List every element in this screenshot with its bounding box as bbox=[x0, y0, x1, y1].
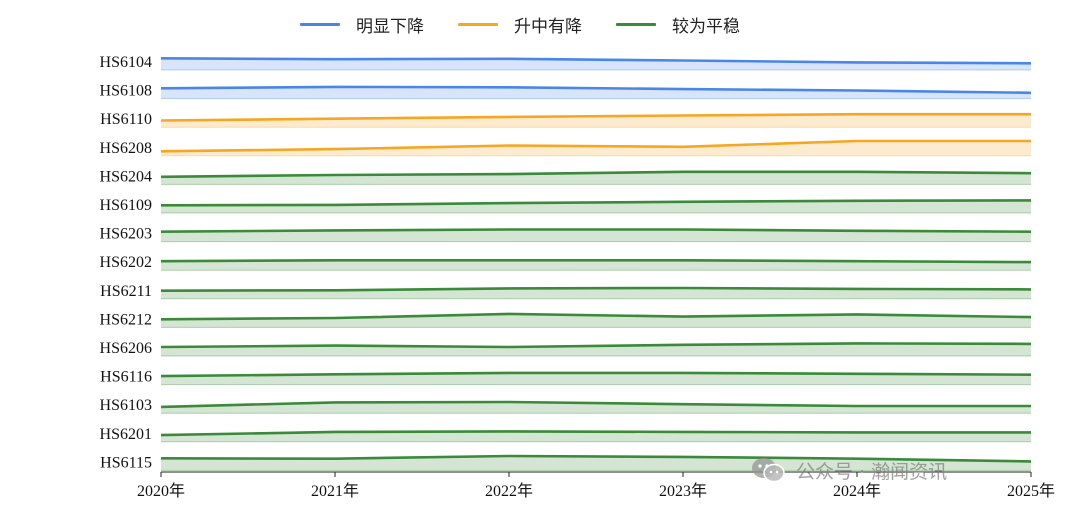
ridge-area bbox=[161, 141, 1031, 156]
chart-legend: 明显下降 升中有降 较为平稳 bbox=[300, 10, 774, 38]
ridge-area bbox=[161, 431, 1031, 442]
ridge-area bbox=[161, 456, 1031, 471]
ridge-line bbox=[160, 85, 1032, 95]
ridge-hs6109: HS6109 bbox=[100, 197, 1032, 214]
ridge-line bbox=[160, 199, 1032, 207]
ridge-hs6203: HS6203 bbox=[100, 226, 1032, 243]
watermark-text: 公众号 · 瀚闻资讯 bbox=[796, 460, 948, 483]
ridge-line bbox=[160, 170, 1032, 179]
legend-item-rise-fall: 升中有降 bbox=[458, 12, 582, 37]
row-label: HS6115 bbox=[100, 454, 152, 471]
row-label: HS6203 bbox=[100, 226, 152, 243]
legend-swatch-stable bbox=[616, 22, 656, 26]
ridge-line bbox=[160, 430, 1031, 437]
x-tick-label: 2023年 bbox=[659, 482, 707, 500]
ridge-area bbox=[161, 372, 1031, 385]
row-label: HS6109 bbox=[100, 197, 152, 214]
ridge-hs6208: HS6208 bbox=[100, 139, 1031, 157]
x-tick-label: 2022年 bbox=[485, 482, 533, 500]
ridge-area bbox=[161, 114, 1031, 128]
ridge-hs6103: HS6103 bbox=[100, 397, 1031, 414]
ridge-area bbox=[161, 229, 1031, 242]
x-tick-label: 2020年 bbox=[137, 482, 185, 500]
ridge-hs6202: HS6202 bbox=[100, 254, 1032, 271]
legend-item-stable: 较为平稳 bbox=[616, 12, 740, 37]
ridge-area bbox=[161, 260, 1031, 271]
ridge-hs6212: HS6212 bbox=[100, 311, 1032, 328]
ridge-line bbox=[160, 286, 1032, 292]
legend-label-rise-fall: 升中有降 bbox=[514, 16, 582, 37]
ridge-area bbox=[161, 86, 1031, 99]
ridge-line bbox=[160, 371, 1032, 378]
row-label: HS6103 bbox=[100, 397, 152, 414]
row-label: HS6204 bbox=[100, 168, 152, 185]
legend-swatch-decline bbox=[300, 22, 340, 26]
ridge-line bbox=[160, 139, 1031, 153]
ridge-hs6110: HS6110 bbox=[100, 111, 1031, 128]
ridge-hs6206: HS6206 bbox=[100, 340, 1032, 357]
x-tick-label: 2025年 bbox=[1007, 482, 1055, 500]
ridge-area bbox=[161, 402, 1031, 414]
ridge-area bbox=[161, 200, 1031, 213]
ridge-line bbox=[160, 112, 1031, 122]
ridge-hs6201: HS6201 bbox=[100, 426, 1031, 443]
ridge-hs6108: HS6108 bbox=[100, 83, 1032, 100]
legend-label-stable: 较为平稳 bbox=[672, 16, 740, 37]
ridge-line bbox=[160, 400, 1031, 409]
ridge-hs6116: HS6116 bbox=[100, 369, 1032, 386]
x-tick-label: 2024年 bbox=[833, 482, 881, 500]
ridge-line bbox=[160, 454, 1032, 463]
ridge-hs6104: HS6104 bbox=[100, 54, 1032, 71]
wechat-icon bbox=[752, 458, 785, 483]
ridge-hs6115: HS6115 bbox=[100, 454, 1032, 471]
row-label: HS6116 bbox=[100, 369, 152, 386]
row-label: HS6104 bbox=[100, 54, 152, 71]
row-label: HS6108 bbox=[100, 83, 152, 100]
ridge-line bbox=[160, 312, 1032, 321]
row-label: HS6110 bbox=[100, 111, 152, 128]
ridge-line bbox=[160, 259, 1032, 264]
ridge-hs6204: HS6204 bbox=[100, 168, 1032, 185]
watermark: 公众号 · 瀚闻资讯 bbox=[750, 456, 947, 484]
row-label: HS6206 bbox=[100, 340, 152, 357]
ridge-area bbox=[161, 58, 1031, 70]
ridge-hs6211: HS6211 bbox=[100, 283, 1032, 300]
row-label: HS6202 bbox=[100, 254, 152, 271]
legend-swatch-rise-fall bbox=[458, 22, 498, 26]
ridge-line bbox=[160, 57, 1032, 65]
row-label: HS6208 bbox=[100, 140, 152, 157]
legend-label-decline: 明显下降 bbox=[356, 16, 424, 37]
row-label: HS6211 bbox=[100, 283, 152, 300]
x-tick-label: 2021年 bbox=[311, 482, 359, 500]
row-label: HS6201 bbox=[100, 426, 152, 443]
ridge-line bbox=[160, 228, 1032, 233]
ridge-line bbox=[160, 342, 1032, 349]
row-label: HS6212 bbox=[100, 311, 152, 328]
legend-item-decline: 明显下降 bbox=[300, 12, 424, 37]
